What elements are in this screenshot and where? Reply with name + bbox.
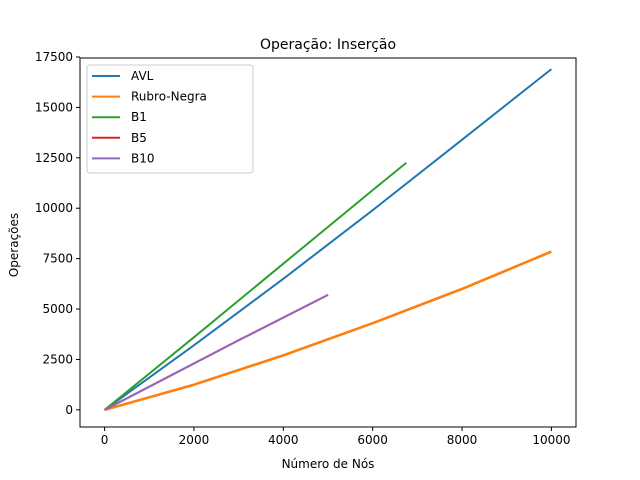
x-axis: 0 2000 4000 6000 8000 10000 [101,427,571,447]
chart-title: Operação: Inserção [260,37,396,53]
legend: AVL Rubro-Negra B1 B5 B10 [86,64,254,174]
x-tick-label: 4000 [268,433,299,447]
y-tick-label: 17500 [35,50,73,64]
series-line-rubro-negra [104,250,552,412]
y-tick-label: 2500 [42,352,73,366]
x-tick-label: 8000 [447,433,478,447]
series-line-avl [104,68,553,411]
plot-frame [79,57,577,428]
x-tick-label: 10000 [532,433,570,447]
legend-label: AVL [131,69,154,83]
series-layer [103,68,553,412]
legend-box [86,64,254,174]
x-tick-label: 0 [101,433,109,447]
x-tick-label: 6000 [357,433,388,447]
legend-label: Rubro-Negra [131,90,207,104]
y-tick-label: 12500 [35,151,73,165]
series-line-b10 [104,294,329,411]
legend-label: B10 [131,151,155,165]
y-tick-label: 10000 [35,201,73,215]
y-tick-label: 7500 [42,252,73,266]
y-tick-label: 5000 [42,302,73,316]
y-axis-title: Operações [7,213,21,277]
y-axis: 0 2500 5000 7500 10000 12500 15000 17500 [35,50,80,417]
y-tick-label: 0 [65,403,73,417]
legend-label: B1 [131,110,147,124]
series-line-b1 [103,162,407,411]
y-tick-label: 15000 [35,100,73,114]
legend-label: B5 [131,131,147,145]
x-axis-title: Número de Nós [282,457,375,471]
x-tick-label: 2000 [179,433,210,447]
